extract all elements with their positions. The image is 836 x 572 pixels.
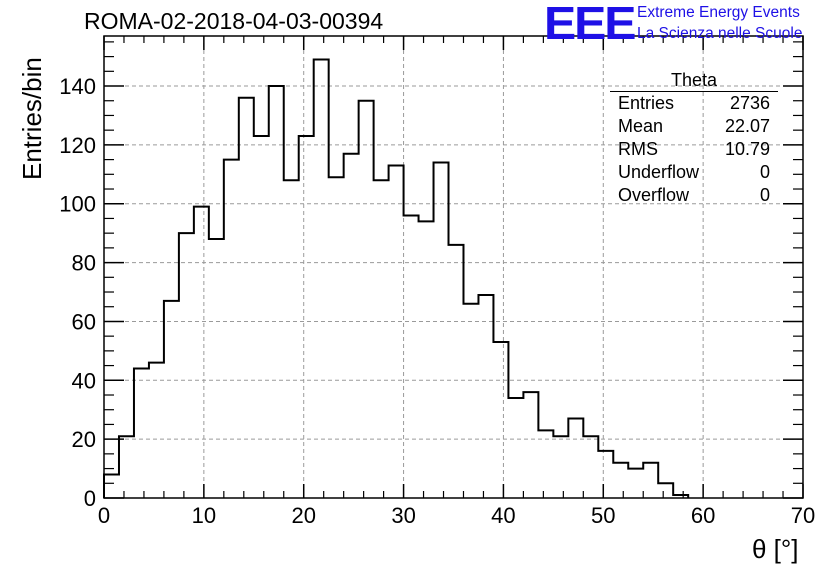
x-tick-label: 20 — [291, 503, 315, 528]
histogram-bin — [224, 160, 239, 498]
histogram-bin — [508, 398, 523, 498]
histogram-bin — [239, 98, 254, 498]
histogram-bin — [299, 136, 314, 498]
histogram-bin — [463, 304, 478, 498]
histogram-bin — [419, 221, 434, 498]
histogram-bin — [179, 233, 194, 498]
histogram-bin — [449, 245, 464, 498]
histogram-bin — [194, 207, 209, 498]
histogram-bin — [583, 436, 598, 498]
y-tick-label: 100 — [59, 192, 96, 217]
histogram-bin — [104, 474, 119, 498]
histogram-bin — [613, 463, 628, 498]
histogram-bin — [628, 469, 643, 498]
stats-row-rms: RMS 10.79 — [618, 139, 770, 161]
x-tick-label: 30 — [391, 503, 415, 528]
histogram-bin — [149, 363, 164, 498]
histogram-bin — [478, 295, 493, 498]
histogram-bin — [254, 136, 269, 498]
x-axis-label: θ [°] — [752, 534, 799, 564]
histogram-bin — [374, 180, 389, 498]
stats-label: RMS — [618, 139, 658, 159]
stats-label: Overflow — [618, 185, 690, 205]
stats-value: 0 — [759, 185, 770, 205]
stats-divider — [610, 91, 778, 92]
histogram-bin — [134, 369, 149, 498]
histogram-bins — [104, 60, 688, 498]
histogram-bin — [284, 180, 299, 498]
stats-row-overflow: Overflow 0 — [618, 185, 770, 207]
histogram-bin — [643, 463, 658, 498]
stats-label: Mean — [618, 116, 664, 136]
y-tick-label: 0 — [84, 486, 96, 511]
histogram-bin — [389, 165, 404, 498]
histogram-bin — [493, 342, 508, 498]
stats-value: 22.07 — [724, 116, 770, 136]
y-tick-label: 20 — [72, 427, 96, 452]
histogram-bin — [329, 177, 344, 498]
histogram-bin — [598, 451, 613, 498]
histogram-bin — [523, 392, 538, 498]
y-axis-label: Entries/bin — [17, 57, 47, 180]
y-tick-label: 140 — [59, 74, 96, 99]
x-tick-label: 70 — [791, 503, 815, 528]
histogram-bin — [538, 430, 553, 498]
x-tick-label: 0 — [98, 503, 110, 528]
eee-logo: EEE — [544, 0, 636, 49]
histogram-bin — [404, 216, 419, 498]
x-tick-label: 60 — [691, 503, 715, 528]
stats-title: Theta — [670, 70, 718, 90]
stats-label: Underflow — [618, 162, 700, 182]
histogram-bin — [269, 86, 284, 498]
y-tick-label: 40 — [72, 368, 96, 393]
tick-labels: 0 10 20 30 40 50 60 70 0 20 40 60 80 100 120 140 — [59, 74, 815, 528]
histogram-bin — [434, 163, 449, 498]
x-tick-label: 50 — [591, 503, 615, 528]
histogram-bin — [119, 436, 134, 498]
histogram-bin — [164, 301, 179, 498]
grid-lines — [104, 36, 803, 498]
logo-line-2: La Scienza nelle Scuole — [637, 25, 803, 42]
histogram-bin — [658, 483, 673, 498]
stats-row-entries: Entries 2736 — [618, 93, 770, 115]
x-tick-label: 10 — [192, 503, 216, 528]
stats-value: 0 — [759, 162, 770, 182]
stats-value: 10.79 — [724, 139, 770, 159]
histogram-bin — [314, 60, 329, 498]
stats-row-underflow: Underflow 0 — [618, 162, 770, 184]
histogram-bin — [209, 239, 224, 498]
plot-frame — [103, 35, 804, 499]
logo-line-1: Extreme Energy Events — [637, 4, 800, 21]
stats-label: Entries — [618, 93, 675, 113]
histogram-bin — [359, 101, 374, 498]
y-tick-label: 120 — [59, 133, 96, 158]
y-tick-label: 80 — [72, 251, 96, 276]
histogram-outline — [103, 58, 690, 498]
x-tick-label: 40 — [491, 503, 515, 528]
chart-title: ROMA-02-2018-04-03-00394 — [84, 8, 384, 34]
histogram-bin — [568, 419, 583, 498]
y-tick-label: 60 — [72, 309, 96, 334]
stats-row-mean: Mean 22.07 — [618, 116, 770, 138]
histogram-bin — [344, 154, 359, 498]
stats-value: 2736 — [729, 93, 770, 113]
histogram-bin — [553, 436, 568, 498]
